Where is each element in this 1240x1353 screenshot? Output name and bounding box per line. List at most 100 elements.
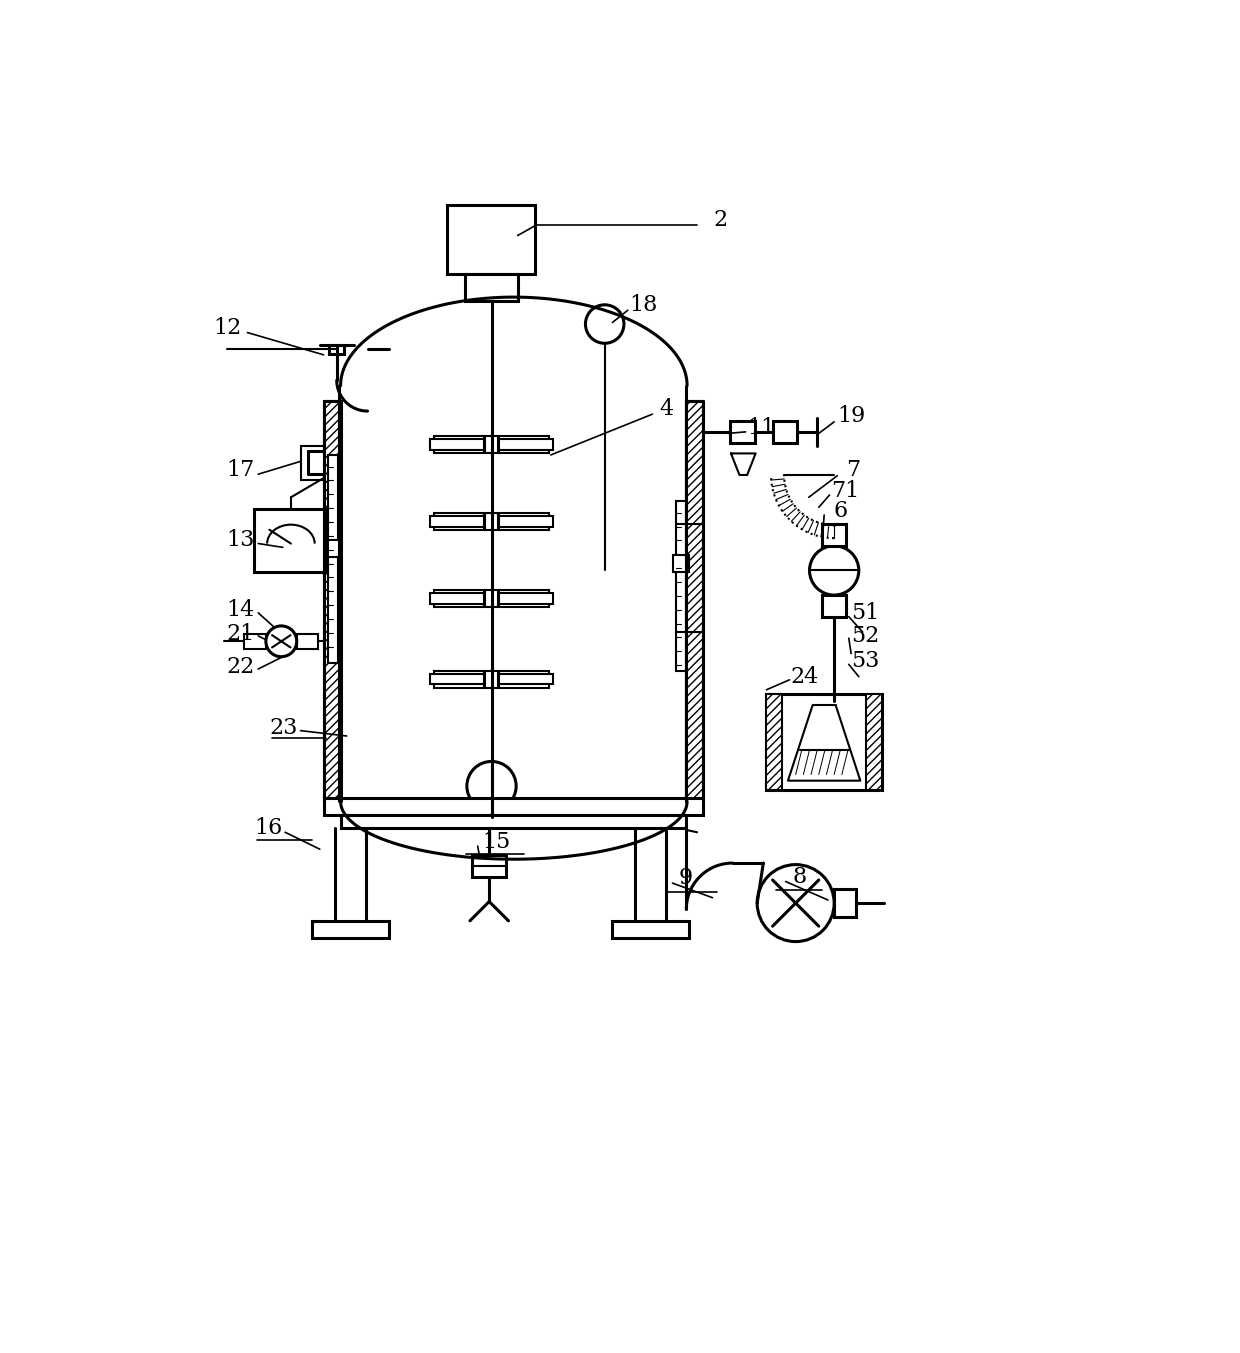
Text: 13: 13 — [227, 529, 254, 551]
Text: 52: 52 — [851, 625, 879, 647]
Circle shape — [547, 801, 558, 812]
Circle shape — [265, 626, 296, 656]
Text: 12: 12 — [213, 317, 242, 338]
Bar — [485, 671, 497, 687]
Circle shape — [387, 801, 398, 812]
Bar — [822, 595, 847, 617]
Circle shape — [350, 801, 361, 812]
Bar — [434, 513, 484, 529]
Bar — [835, 889, 856, 917]
Circle shape — [559, 801, 570, 812]
Bar — [324, 400, 341, 801]
Bar — [500, 438, 553, 449]
Bar — [676, 501, 686, 671]
Bar — [485, 436, 497, 453]
Bar — [686, 400, 703, 801]
Bar — [766, 694, 882, 790]
Bar — [673, 555, 688, 572]
Bar — [613, 921, 689, 938]
Bar — [327, 455, 339, 663]
Circle shape — [362, 801, 373, 812]
Circle shape — [585, 304, 624, 344]
Circle shape — [621, 801, 631, 812]
Bar — [301, 445, 324, 479]
Bar — [430, 593, 484, 603]
Circle shape — [534, 801, 546, 812]
Text: 19: 19 — [837, 406, 866, 428]
Text: 53: 53 — [851, 651, 879, 672]
Text: 18: 18 — [629, 294, 657, 315]
Circle shape — [522, 801, 533, 812]
Circle shape — [497, 801, 508, 812]
Bar — [472, 855, 506, 877]
Bar — [244, 633, 265, 649]
Circle shape — [467, 762, 516, 810]
Text: 71: 71 — [832, 480, 859, 502]
Circle shape — [461, 801, 471, 812]
Text: 17: 17 — [227, 460, 254, 482]
Text: 15: 15 — [482, 831, 511, 852]
Bar — [465, 275, 518, 300]
Bar — [773, 421, 797, 442]
Bar — [434, 671, 484, 687]
Circle shape — [670, 801, 681, 812]
Bar — [485, 590, 497, 606]
Text: 8: 8 — [792, 866, 807, 888]
Text: 2: 2 — [713, 210, 728, 231]
Text: 11: 11 — [746, 417, 775, 438]
Bar — [730, 421, 755, 442]
Bar — [324, 798, 703, 815]
Bar — [500, 515, 553, 526]
Bar — [312, 921, 389, 938]
Circle shape — [758, 865, 835, 942]
Bar — [430, 674, 484, 685]
Text: 14: 14 — [227, 599, 254, 621]
Circle shape — [472, 801, 484, 812]
Circle shape — [337, 801, 348, 812]
Text: 7: 7 — [847, 460, 861, 482]
Bar — [446, 204, 536, 275]
Bar — [500, 593, 553, 603]
Circle shape — [810, 545, 859, 595]
Circle shape — [596, 801, 608, 812]
Circle shape — [374, 801, 386, 812]
Circle shape — [572, 801, 583, 812]
Text: 6: 6 — [833, 501, 847, 522]
Bar — [500, 513, 549, 529]
Bar — [430, 438, 484, 449]
Text: 9: 9 — [678, 867, 693, 889]
Text: 16: 16 — [254, 817, 283, 839]
Bar — [500, 436, 549, 453]
Circle shape — [424, 801, 434, 812]
Circle shape — [436, 801, 446, 812]
Text: 24: 24 — [791, 666, 820, 687]
Circle shape — [485, 801, 496, 812]
Bar — [434, 436, 484, 453]
Bar — [254, 509, 327, 572]
Bar — [766, 694, 781, 790]
Bar — [329, 345, 345, 354]
Circle shape — [609, 801, 619, 812]
Circle shape — [412, 801, 422, 812]
Bar — [485, 513, 497, 529]
Circle shape — [510, 801, 521, 812]
Bar — [434, 590, 484, 606]
Bar — [430, 515, 484, 526]
Circle shape — [634, 801, 644, 812]
Text: 4: 4 — [660, 398, 673, 419]
Circle shape — [658, 801, 668, 812]
Bar — [500, 674, 553, 685]
Bar — [867, 694, 882, 790]
Circle shape — [449, 801, 459, 812]
Bar — [500, 671, 549, 687]
Bar — [325, 540, 341, 556]
Text: 51: 51 — [851, 602, 879, 624]
Text: 21: 21 — [227, 622, 254, 644]
Text: 22: 22 — [227, 656, 254, 678]
Text: 23: 23 — [269, 717, 298, 739]
Bar — [341, 815, 686, 828]
Circle shape — [646, 801, 656, 812]
Circle shape — [399, 801, 410, 812]
Bar — [500, 590, 549, 606]
Bar — [822, 524, 847, 545]
